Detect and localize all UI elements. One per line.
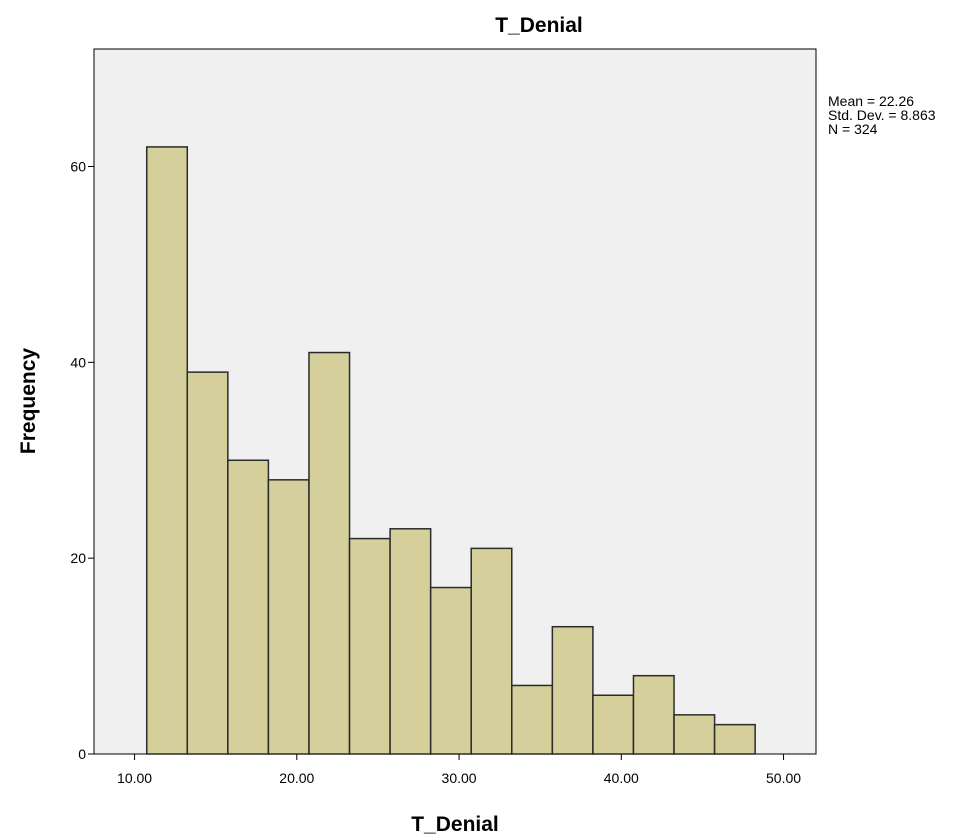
x-tick-label: 50.00 xyxy=(766,770,801,786)
histogram-bar-8 xyxy=(470,547,513,755)
y-axis: 0 20 40 60 xyxy=(70,159,94,762)
y-axis-label: Frequency xyxy=(17,348,40,455)
y-tick-label: 60 xyxy=(70,159,86,175)
y-tick-label: 40 xyxy=(70,354,86,370)
histogram-bars xyxy=(145,146,756,755)
histogram-bar-0 xyxy=(145,146,189,755)
histogram-bar-12 xyxy=(632,674,675,755)
summary-statistics: Mean = 22.26 Std. Dev. = 8.863 N = 324 xyxy=(828,93,936,137)
y-tick-label: 20 xyxy=(70,550,86,566)
histogram-bar-5 xyxy=(348,537,391,755)
histogram-bar-3 xyxy=(267,479,310,755)
stat-mean: Mean = 22.26 xyxy=(828,93,914,109)
x-tick-label: 30.00 xyxy=(442,770,477,786)
histogram-bar-7 xyxy=(429,586,472,755)
histogram-bar-9 xyxy=(511,684,554,755)
stat-std-dev: Std. Dev. = 8.863 xyxy=(828,107,936,123)
x-tick-label: 20.00 xyxy=(279,770,314,786)
histogram-bar-11 xyxy=(592,694,635,755)
histogram-bar-4 xyxy=(308,351,351,755)
x-axis: 10.00 20.00 30.00 40.00 50.00 xyxy=(117,754,801,786)
x-tick-label: 40.00 xyxy=(604,770,639,786)
stat-n: N = 324 xyxy=(828,121,878,137)
histogram-bar-10 xyxy=(551,625,594,755)
histogram-bar-6 xyxy=(389,528,432,755)
y-tick-label: 0 xyxy=(78,746,86,762)
histogram-bar-1 xyxy=(186,371,229,755)
x-tick-label: 10.00 xyxy=(117,770,152,786)
x-axis-label: T_Denial xyxy=(411,813,499,836)
histogram-bar-13 xyxy=(673,714,716,755)
histogram-bar-2 xyxy=(227,459,270,755)
chart-title: T_Denial xyxy=(495,14,583,37)
histogram-bar-14 xyxy=(713,723,756,755)
